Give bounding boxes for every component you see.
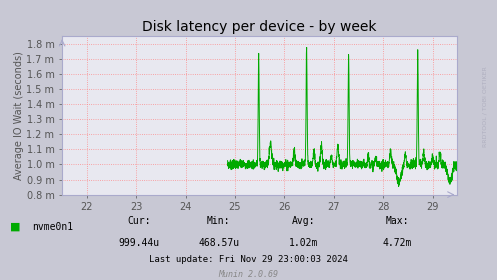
Text: 1.02m: 1.02m [288, 238, 318, 248]
Text: Cur:: Cur: [127, 216, 151, 226]
Text: RRDTOOL / TOBI OETIKER: RRDTOOL / TOBI OETIKER [482, 66, 487, 147]
Text: 999.44u: 999.44u [119, 238, 160, 248]
Text: nvme0n1: nvme0n1 [32, 222, 74, 232]
Text: Avg:: Avg: [291, 216, 315, 226]
Text: 468.57u: 468.57u [198, 238, 239, 248]
Title: Disk latency per device - by week: Disk latency per device - by week [143, 20, 377, 34]
Text: Last update: Fri Nov 29 23:00:03 2024: Last update: Fri Nov 29 23:00:03 2024 [149, 255, 348, 264]
Y-axis label: Average IO Wait (seconds): Average IO Wait (seconds) [14, 51, 24, 180]
Text: Max:: Max: [386, 216, 410, 226]
Text: Munin 2.0.69: Munin 2.0.69 [219, 270, 278, 279]
Text: Min:: Min: [207, 216, 231, 226]
Text: 4.72m: 4.72m [383, 238, 413, 248]
Text: ■: ■ [10, 222, 20, 232]
